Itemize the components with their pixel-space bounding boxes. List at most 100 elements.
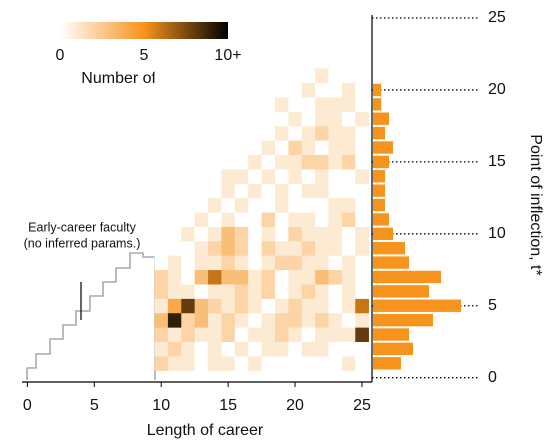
heatmap-cell [194,356,209,371]
heatmap-cell [221,111,236,127]
heatmap-cell [194,111,209,127]
heatmap-cell [355,312,369,328]
heatmap-cell [261,169,276,184]
heatmap-cell [261,197,276,213]
y-tick-label: 10 [488,225,506,242]
heatmap-cell [328,312,343,328]
heatmap-cell [301,140,316,155]
heatmap-cell [194,226,209,242]
heatmap-cell [181,154,195,170]
heatmap-cell [234,212,249,227]
y-tick-label: 15 [488,153,506,170]
heatmap-cell [208,255,222,271]
heatmap-cell [341,226,356,242]
histogram-bar [373,227,393,241]
heatmap-cell [288,226,303,242]
heatmap-cell [208,269,222,285]
heatmap-cell [248,327,262,343]
heatmap-cell [234,255,249,271]
heatmap-cell [208,82,222,98]
heatmap-cell [248,68,262,84]
heatmap-cell [208,97,222,112]
heatmap-cell [261,226,276,242]
annotation: Early-career faculty [28,220,136,234]
heatmap-cell [315,284,329,299]
heatmap-cell [355,169,369,184]
heatmap-cell [167,183,182,199]
heatmap-cell [315,226,329,242]
colorbar-tick-label: 0 [56,47,65,64]
heatmap-cell [234,327,249,343]
heatmap-cell [261,125,276,141]
heatmap-cell [261,327,276,343]
heatmap-cell [234,269,249,285]
heatmap-cell [181,269,195,285]
heatmap-cell [288,312,303,328]
heatmap-cell [234,111,249,127]
annotation: (no inferred params.) [24,236,141,250]
heatmap-cell [355,197,369,213]
heatmap-cell [261,298,276,314]
heatmap-cell [154,140,169,155]
heatmap-cell [167,212,182,227]
x-axis-label: Length of career [147,422,264,439]
histogram-bar [373,98,381,111]
heatmap-cell [341,327,356,343]
heatmap-cell [274,327,289,343]
heatmap-cell [167,327,182,343]
heatmap-cell [234,312,249,328]
y-tick-label: 20 [488,81,506,98]
heatmap-cell [328,125,343,141]
colorbar-tick-label: 5 [140,47,149,64]
heatmap-cell [248,169,262,184]
heatmap-cell [355,97,369,112]
heatmap-cell [181,212,195,227]
heatmap-cell [167,140,182,155]
heatmap-cell [234,97,249,112]
y-axis-label: Point of inflection, t* [527,134,544,275]
heatmap-cell [248,241,262,256]
heatmap-cell [221,82,236,98]
heatmap-cell [154,341,169,357]
heatmap-cell [234,125,249,141]
heatmap-cell [154,356,169,371]
heatmap-cell [248,154,262,170]
histogram-bar [373,155,389,169]
heatmap-cell [181,197,195,213]
heatmap-cell [315,356,329,371]
heatmap-cell [248,356,262,371]
heatmap-cell [221,183,236,199]
heatmap-cell [315,125,329,141]
heatmap-cell [154,312,169,328]
heatmap-cell [341,82,356,98]
heatmap-cell [167,255,182,271]
heatmap-cell [315,169,329,184]
heatmap-cell [315,111,329,127]
heatmap-cell [167,197,182,213]
heatmap-cell [194,68,209,84]
heatmap-cell [167,68,182,84]
heatmap-cell [328,183,343,199]
heatmap-cell [154,269,169,285]
early-career-outline [26,252,156,380]
heatmap-cell [167,284,182,299]
heatmap-cell [274,241,289,256]
heatmap-cell [154,226,169,242]
heatmap-cell [274,169,289,184]
heatmap-cell [194,212,209,227]
heatmap-cell [221,269,236,285]
heatmap-cell [167,154,182,170]
heatmap-cell [181,312,195,328]
heatmap-cell [274,226,289,242]
heatmap-cell [328,298,343,314]
heatmap-cell [234,226,249,242]
heatmap-cell [288,356,303,371]
x-tick-label: 5 [90,397,99,414]
heatmap-cell [261,356,276,371]
heatmap-cell [261,97,276,112]
heatmap-cell [167,341,182,357]
heatmap-cell [181,111,195,127]
heatmap-cell [261,284,276,299]
heatmap-cell [248,212,262,227]
